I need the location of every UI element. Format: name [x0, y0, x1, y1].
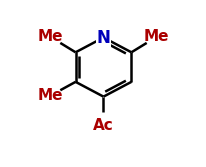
Text: Me: Me — [37, 88, 63, 103]
Text: Ac: Ac — [93, 118, 113, 133]
Text: Me: Me — [143, 29, 169, 44]
Text: Me: Me — [37, 29, 63, 44]
Text: N: N — [96, 29, 110, 47]
